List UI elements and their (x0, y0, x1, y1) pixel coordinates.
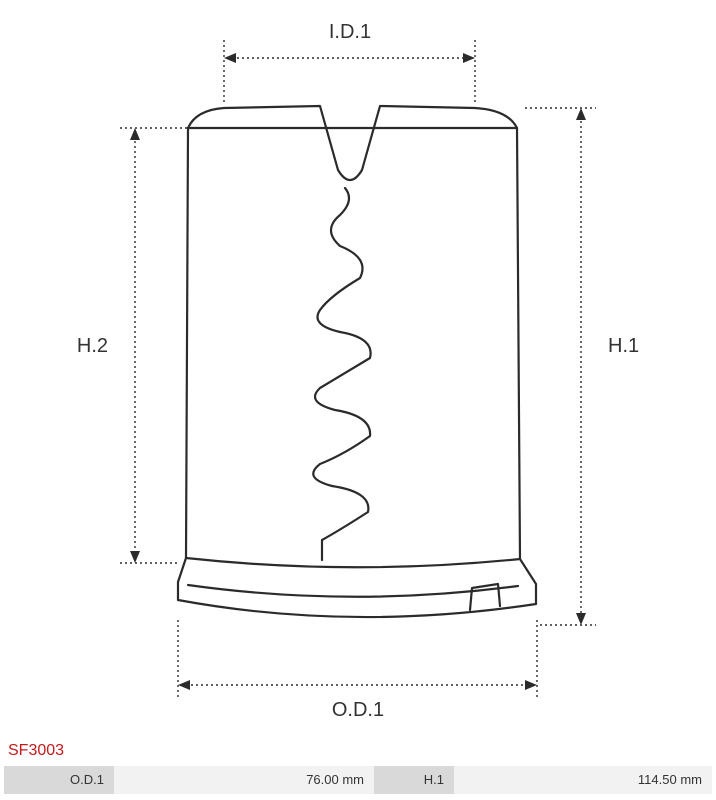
dimensions-table: O.D.1 76.00 mm H.1 114.50 mm (4, 766, 712, 794)
label-od1: O.D.1 (332, 699, 384, 721)
technical-diagram: .outline { fill: none; stroke: #2b2b2b; … (0, 0, 716, 740)
dimension-od1: O.D.1 (178, 620, 537, 721)
dim-value-od1: 76.00 mm (114, 766, 374, 794)
dim-value-h1: 114.50 mm (454, 766, 712, 794)
label-id1: I.D.1 (329, 21, 371, 43)
dimension-id1: I.D.1 (224, 21, 475, 105)
dim-header-od1: O.D.1 (4, 766, 114, 794)
dimension-h1: H.1 (525, 108, 639, 625)
dimension-h2: H.2 (77, 128, 188, 563)
diagram-svg: .outline { fill: none; stroke: #2b2b2b; … (0, 0, 716, 740)
label-h2: H.2 (77, 335, 108, 357)
filter-body (178, 106, 536, 617)
part-code: SF3003 (8, 742, 64, 760)
dim-header-h1: H.1 (374, 766, 454, 794)
label-h1: H.1 (608, 335, 639, 357)
